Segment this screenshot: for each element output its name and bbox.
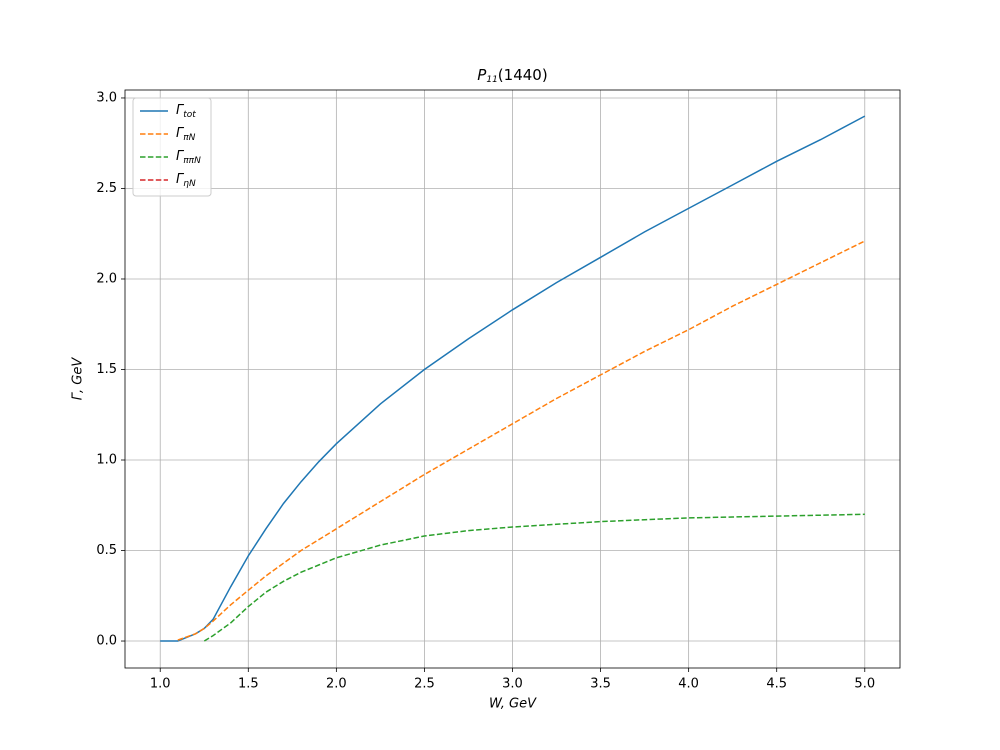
x-tick-label: 5.0 (854, 677, 875, 692)
x-tick-label: 4.5 (766, 677, 787, 692)
y-tick-label: 0.5 (96, 543, 117, 558)
x-tick-label: 4.0 (678, 677, 699, 692)
x-tick-label: 2.5 (414, 677, 435, 692)
x-tick-label: 3.5 (590, 677, 611, 692)
series-line (203, 513, 865, 642)
x-tick-label: 2.0 (326, 677, 347, 692)
x-axis-label: W, GeV (489, 697, 537, 712)
x-tick-label: 1.0 (150, 677, 171, 692)
legend-label: Γtot (176, 103, 196, 120)
y-tick-label: 1.0 (96, 453, 117, 468)
legend-label: ΓπN (176, 126, 196, 143)
y-tick-label: 0.0 (96, 634, 117, 649)
plot-frame (124, 89, 901, 669)
y-tick-label: 2.0 (96, 271, 117, 286)
series-line (160, 115, 866, 642)
legend-label: ΓηN (176, 172, 196, 189)
x-tick-label: 1.5 (238, 677, 259, 692)
legend-box (132, 97, 212, 197)
y-tick-label: 3.0 (96, 90, 117, 105)
legend: Γtot ΓπN ΓππN ΓηN (132, 97, 212, 197)
y-tick-label: 2.5 (96, 181, 117, 196)
x-tick-label: 3.0 (502, 677, 523, 692)
y-tick-label: 1.5 (96, 362, 117, 377)
legend-label: ΓππN (176, 149, 201, 166)
chart-title: P11(1440) (477, 66, 547, 85)
y-axis-label: Γ, GeV (71, 357, 86, 401)
series-line (177, 240, 866, 641)
